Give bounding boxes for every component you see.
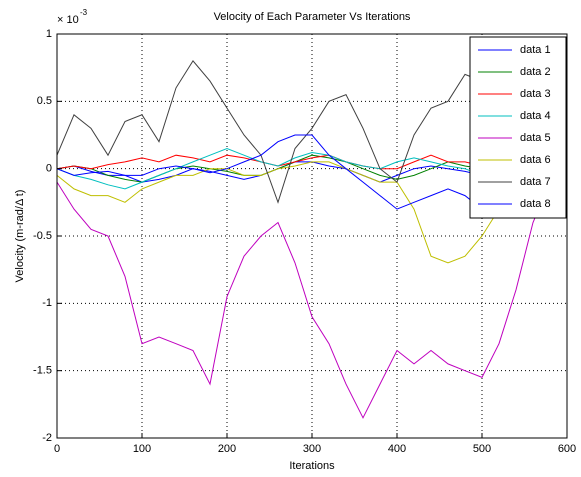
x-tick-label: 0	[54, 443, 60, 455]
x-tick-label: 400	[388, 443, 406, 455]
y-tick-label: -1	[42, 297, 52, 309]
series-line	[57, 161, 550, 264]
y-exponent-base: × 10	[57, 14, 79, 26]
legend-label: data 7	[520, 176, 551, 188]
legend: data 1 data 2 data 3 data 4 data 5 data 6 data…	[469, 36, 567, 219]
series-line	[57, 60, 551, 204]
x-tick-label: 600	[558, 443, 576, 455]
lines	[57, 60, 551, 419]
y-tick-label: -1.5	[33, 365, 52, 377]
ticks: 0 100 200 300 400 500 600 -2 -1.5 -1 -0.5 0 0.5 1	[33, 28, 576, 455]
legend-label: data 8	[520, 198, 551, 210]
y-exponent: -3	[80, 8, 88, 17]
y-tick-label: -2	[42, 432, 52, 444]
x-tick-label: 500	[473, 443, 491, 455]
series-line	[57, 147, 550, 190]
legend-label: data 2	[520, 66, 551, 78]
legend-label: data 4	[520, 110, 551, 122]
series-line	[57, 161, 550, 183]
legend-box	[469, 36, 567, 219]
chart-title: Velocity of Each Parameter Vs Iterations	[214, 11, 411, 23]
series-line	[57, 154, 550, 170]
x-tick-label: 200	[218, 443, 236, 455]
series-line	[57, 154, 551, 183]
y-tick-label: 0.5	[37, 95, 52, 107]
legend-label: data 6	[520, 154, 551, 166]
legend-label: data 5	[520, 132, 551, 144]
legend-label: data 3	[520, 88, 551, 100]
y-tick-label: 1	[46, 28, 52, 40]
y-tick-label: 0	[46, 163, 52, 175]
x-axis-label: Iterations	[289, 460, 335, 472]
series-line	[57, 134, 550, 210]
legend-label: data 1	[520, 44, 551, 56]
y-tick-label: -0.5	[33, 230, 52, 242]
x-tick-label: 300	[303, 443, 321, 455]
series-line	[57, 181, 551, 419]
x-tick-label: 100	[133, 443, 151, 455]
y-axis-label: Velocity (m-rad/Δ t)	[14, 190, 26, 283]
